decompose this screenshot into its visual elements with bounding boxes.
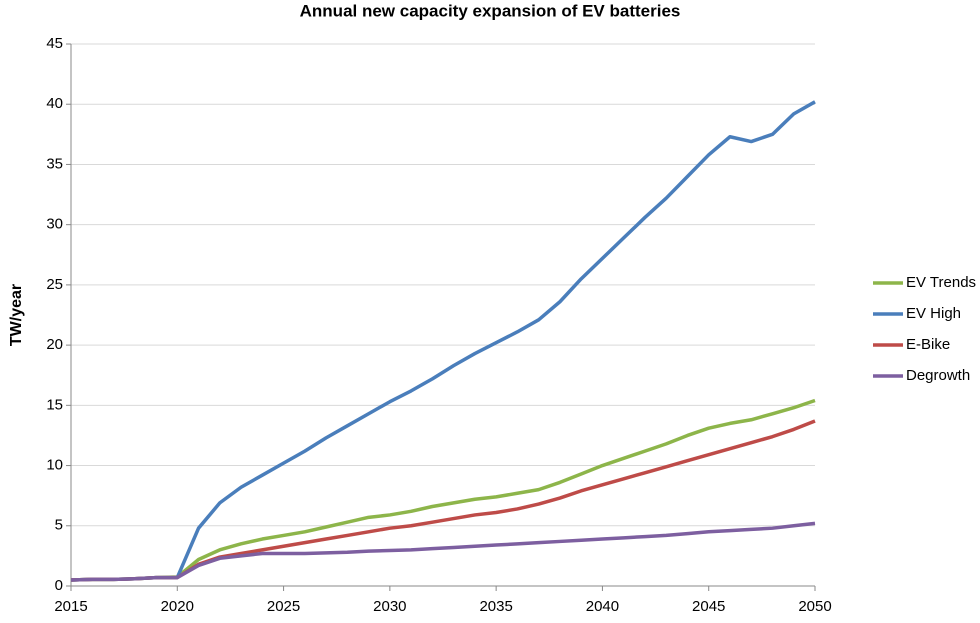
x-tick-label: 2015 bbox=[54, 598, 87, 615]
y-tick-label: 25 bbox=[46, 276, 63, 293]
y-tick-label: 5 bbox=[55, 517, 63, 534]
x-tick-label: 2040 bbox=[586, 598, 619, 615]
y-axis-title: TW/year bbox=[8, 284, 25, 346]
x-tick-label: 2020 bbox=[161, 598, 194, 615]
y-tick-label: 0 bbox=[55, 577, 63, 594]
legend-label: E-Bike bbox=[906, 336, 950, 353]
y-tick-label: 15 bbox=[46, 396, 63, 413]
y-tick-label: 20 bbox=[46, 336, 63, 353]
y-tick-label: 10 bbox=[46, 457, 63, 474]
y-tick-label: 45 bbox=[46, 35, 63, 52]
y-tick-label: 35 bbox=[46, 155, 63, 172]
series-line bbox=[70, 398, 816, 582]
series-line bbox=[70, 100, 816, 582]
y-tick-label: 40 bbox=[46, 95, 63, 112]
x-tick-label: 2045 bbox=[692, 598, 725, 615]
x-tick-label: 2050 bbox=[798, 598, 831, 615]
chart-title: Annual new capacity expansion of EV batt… bbox=[300, 1, 681, 20]
legend-label: EV High bbox=[906, 305, 961, 322]
x-tick-label: 2035 bbox=[479, 598, 512, 615]
y-tick-label: 30 bbox=[46, 216, 63, 233]
x-tick-label: 2030 bbox=[373, 598, 406, 615]
legend-label: Degrowth bbox=[906, 367, 970, 384]
legend-label: EV Trends bbox=[906, 274, 976, 291]
series-line bbox=[70, 521, 816, 582]
series-line bbox=[70, 419, 816, 582]
x-tick-label: 2025 bbox=[267, 598, 300, 615]
